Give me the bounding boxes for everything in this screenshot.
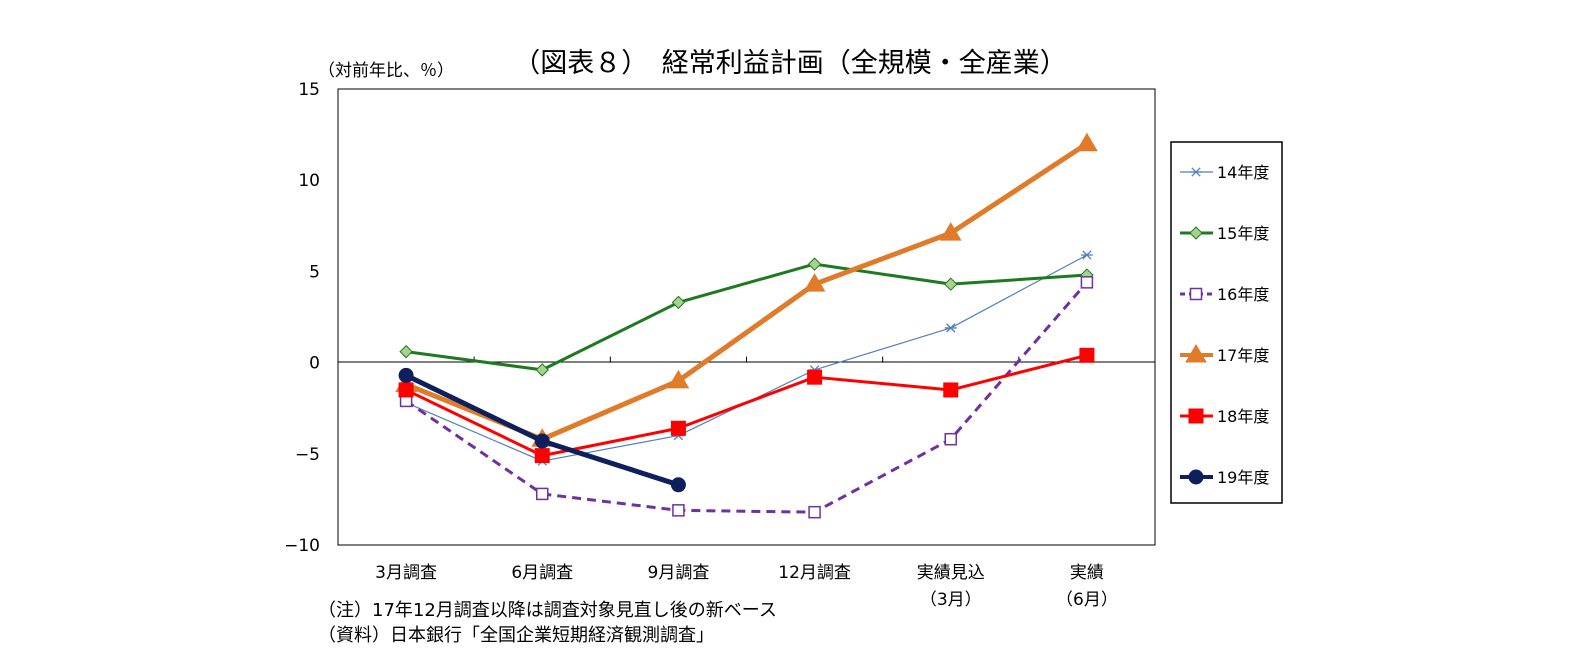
series-4 <box>395 132 1098 447</box>
series-line <box>405 353 1088 458</box>
data-point <box>399 344 413 359</box>
series-layer <box>395 132 1098 519</box>
data-point <box>670 420 686 436</box>
x-tick-label: 9月調査 <box>648 563 710 583</box>
series-3 <box>399 276 1094 519</box>
x-tick-labels: 3月調査 6月調査 9月調査 12月調査 実績見込 （3月） 実績 （6月） <box>375 563 1118 610</box>
x-tick-label: 12月調査 <box>778 563 851 583</box>
legend-item: 17年度 <box>1180 344 1269 365</box>
x-tick-label: 実績 <box>1070 563 1104 583</box>
data-point <box>1076 132 1098 152</box>
legend-item: 15年度 <box>1180 224 1269 243</box>
plot-frame <box>337 88 1156 546</box>
data-point <box>808 505 821 519</box>
legend-item: 19年度 <box>1180 468 1269 487</box>
legend-label: 18年度 <box>1217 407 1269 426</box>
legend-item: 18年度 <box>1180 407 1269 426</box>
data-point <box>807 257 822 271</box>
plot-area <box>337 88 1156 546</box>
data-point <box>670 477 686 493</box>
data-point <box>944 277 958 291</box>
data-point <box>534 433 550 449</box>
data-point <box>398 382 414 398</box>
legend-marker <box>1189 226 1203 240</box>
series-6 <box>398 367 686 493</box>
chart-title: （図表８） 経常利益計画（全規模・全産業） <box>513 48 1067 79</box>
note-text: （注）17年12月調査以降は調査対象見直し後の新ベース <box>318 600 777 621</box>
series-line <box>405 262 1088 372</box>
data-point <box>943 382 959 398</box>
legend-marker <box>1188 408 1204 424</box>
data-point <box>944 323 957 333</box>
y-tick-label: −10 <box>284 536 320 556</box>
x-tick-label: 実績見込 <box>917 563 985 583</box>
y-tick-label: 0 <box>309 354 320 374</box>
x-tick-label: （6月） <box>1056 590 1118 610</box>
data-point <box>803 273 826 292</box>
legend-label: 15年度 <box>1217 224 1269 243</box>
legend-marker <box>1188 469 1204 485</box>
series-line <box>405 281 1089 514</box>
legend: 14年度 15年度 16年度 17年度 18年度 19年度 <box>1170 141 1283 504</box>
legend-items: 14年度 15年度 16年度 17年度 18年度 19年度 <box>1180 163 1269 487</box>
legend-marker <box>1190 167 1202 177</box>
legend-label: 17年度 <box>1217 346 1269 365</box>
series-line <box>405 141 1089 442</box>
x-tick-label: 6月調査 <box>511 563 573 583</box>
x-tick-label: （3月） <box>920 590 982 610</box>
y-tick-label: 10 <box>298 171 320 191</box>
data-point <box>671 295 686 310</box>
data-point <box>807 369 823 385</box>
legend-marker <box>1185 344 1207 363</box>
y-axis-label: （対前年比、％） <box>318 61 454 81</box>
legend-label: 16年度 <box>1217 285 1269 304</box>
x-tick-label: 3月調査 <box>375 563 437 583</box>
data-point <box>667 369 690 389</box>
data-point <box>672 504 685 517</box>
y-tick-label: −5 <box>295 445 320 465</box>
y-tick-label: 15 <box>298 80 320 100</box>
legend-box <box>1170 141 1283 504</box>
y-tick-labels: 15 10 5 0 −5 −10 <box>284 80 320 556</box>
legend-item: 16年度 <box>1180 285 1269 304</box>
data-point <box>398 367 414 383</box>
data-point <box>939 222 962 241</box>
series-5 <box>398 347 1095 464</box>
data-point <box>1079 347 1095 363</box>
data-point <box>944 432 957 446</box>
source-text: （資料）日本銀行「全国企業短期経済観測調査」 <box>318 625 714 646</box>
legend-label: 14年度 <box>1217 163 1269 182</box>
data-point <box>535 363 549 377</box>
legend-label: 19年度 <box>1217 468 1269 487</box>
data-point <box>534 448 550 464</box>
legend-marker <box>1189 287 1203 301</box>
legend-item: 14年度 <box>1180 163 1269 182</box>
y-tick-label: 5 <box>309 262 320 282</box>
data-point <box>1080 250 1093 260</box>
data-point <box>1080 276 1094 289</box>
data-point <box>536 487 549 501</box>
